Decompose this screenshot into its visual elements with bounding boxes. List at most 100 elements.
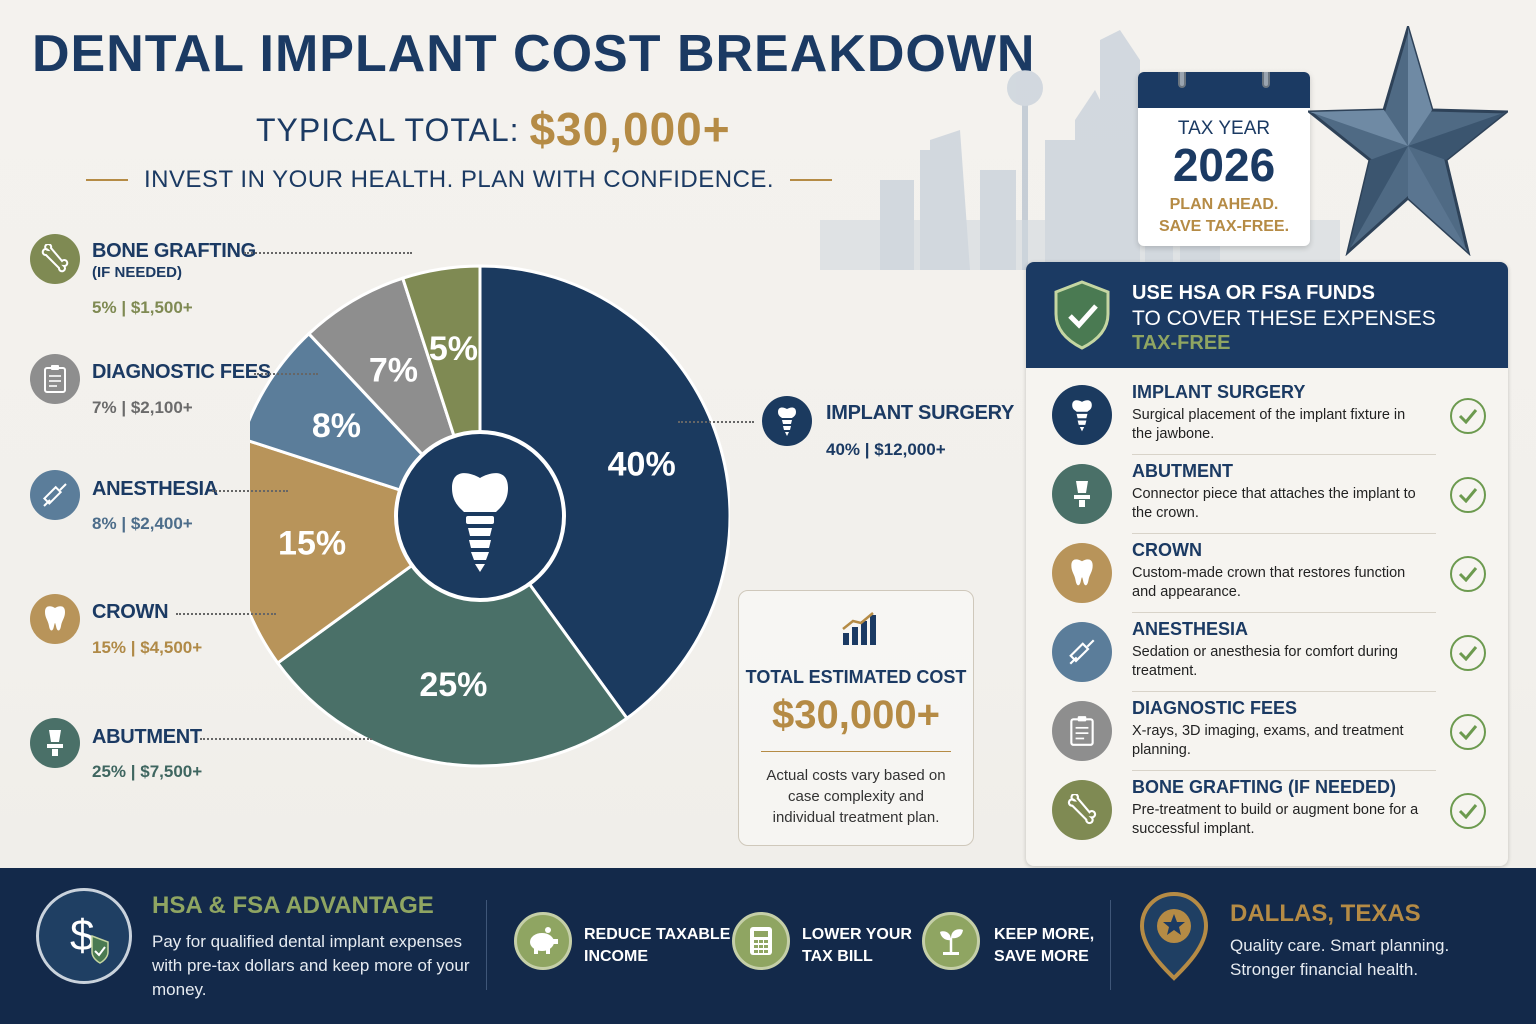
implant-icon <box>1052 385 1112 445</box>
leader-line <box>176 613 276 615</box>
legend-crown-name: CROWN <box>92 601 169 623</box>
row-divider <box>1132 770 1436 771</box>
syringe-icon <box>1052 622 1112 682</box>
abutment-icon <box>1052 464 1112 524</box>
item-description: Sedation or anesthesia for comfort durin… <box>1132 644 1398 679</box>
check-icon <box>1450 477 1486 513</box>
pie-slice-implant-surgery <box>478 264 730 721</box>
legend-anesthesia-value: 8% | $2,400+ <box>92 514 193 534</box>
item-description: X-rays, 3D imaging, exams, and treatment… <box>1132 723 1404 758</box>
list-item: IMPLANT SURGERY Surgical placement of th… <box>1026 376 1508 455</box>
bone-icon <box>1052 780 1112 840</box>
panel-header: USE HSA OR FSA FUNDS TO COVER THESE EXPE… <box>1026 262 1508 368</box>
bar-chart-icon <box>842 612 876 645</box>
legend-abutment-amount: $7,500+ <box>140 762 203 781</box>
total-cost-note: Actual costs vary based on case complexi… <box>766 767 946 826</box>
leader-line <box>254 373 318 375</box>
legend-separator: | <box>130 638 136 657</box>
pie-value-label: 15% <box>278 525 346 563</box>
plant-sprout-icon <box>922 912 980 970</box>
pie-value-label: 25% <box>419 666 487 704</box>
pie-value-label: 40% <box>608 445 676 483</box>
dollar-shield-icon: $ <box>36 888 132 984</box>
legend-diagnostic-amount: $2,100+ <box>130 398 193 417</box>
row-divider <box>1132 533 1436 534</box>
legend-anesthesia-pct: 8% <box>92 514 117 533</box>
check-icon <box>1450 635 1486 671</box>
bone-icon <box>30 234 80 284</box>
benefit-line: TAX BILL <box>802 948 873 965</box>
legend-crown-pct: 15% <box>92 638 127 657</box>
legend-diagnostic-name: DIAGNOSTIC FEES <box>92 361 271 383</box>
tooth-icon <box>30 594 80 644</box>
legend-crown-value: 15% | $4,500+ <box>92 638 202 658</box>
legend-bone-value: 5% | $1,500+ <box>92 298 193 318</box>
benefit-lower-tax: LOWER YOUR TAX BILL <box>802 924 912 968</box>
pie-slice-crown <box>250 439 484 666</box>
check-icon <box>1450 714 1486 750</box>
benefit-line: SAVE MORE <box>994 948 1089 965</box>
item-name: ANESTHESIA <box>1132 619 1249 639</box>
legend-abutment-pct: 25% <box>92 762 127 781</box>
list-item: DIAGNOSTIC FEES X-rays, 3D imaging, exam… <box>1026 692 1508 771</box>
calendar-ring-icon <box>1178 72 1186 88</box>
list-item: ANESTHESIA Sedation or anesthesia for co… <box>1026 613 1508 692</box>
calendar-header <box>1138 72 1310 108</box>
legend-bone-sub: (IF NEEDED) <box>92 264 182 281</box>
item-name: CROWN <box>1132 540 1202 560</box>
leader-line <box>200 738 372 740</box>
legend-abutment-name: ABUTMENT <box>92 726 202 748</box>
legend-implant-value: 40% | $12,000+ <box>826 440 946 460</box>
tax-year-calendar: TAX YEAR 2026 PLAN AHEAD. SAVE TAX-FREE. <box>1138 72 1310 246</box>
item-name: IMPLANT SURGERY <box>1132 382 1306 402</box>
check-icon <box>1450 556 1486 592</box>
tagline-rule-right <box>790 179 833 181</box>
legend-anesthesia-name: ANESTHESIA <box>92 478 218 500</box>
benefit-keep-more: KEEP MORE, SAVE MORE <box>994 924 1094 968</box>
benefit-line: KEEP MORE, <box>994 926 1095 943</box>
total-cost-label: TOTAL ESTIMATED COST <box>745 667 967 687</box>
svg-text:$: $ <box>70 911 94 960</box>
legend-diagnostic-pct: 7% <box>92 398 117 417</box>
typical-total-amount: $30,000+ <box>529 103 731 155</box>
tagline-rule-left <box>86 179 128 181</box>
list-item: CROWN Custom-made crown that restores fu… <box>1026 534 1508 613</box>
panel-heading-line1: USE HSA OR FSA FUNDS <box>1132 282 1375 304</box>
implant-icon <box>762 396 812 446</box>
location-pin-icon <box>1139 891 1209 981</box>
pie-slice-abutment <box>275 513 630 768</box>
pie-value-label: 7% <box>369 352 418 390</box>
calendar-note-line1: PLAN AHEAD. <box>1169 196 1279 213</box>
legend-separator: | <box>121 398 127 417</box>
benefit-line: INCOME <box>584 948 648 965</box>
pie-value-label: 5% <box>429 330 478 368</box>
shield-check-icon <box>1054 280 1110 350</box>
item-name: BONE GRAFTING (IF NEEDED) <box>1132 777 1396 797</box>
legend-bone-amount: $1,500+ <box>130 298 193 317</box>
total-cost-amount: $30,000+ <box>772 693 940 737</box>
legend-separator: | <box>130 762 136 781</box>
tagline-text: INVEST IN YOUR HEALTH. PLAN WITH CONFIDE… <box>144 166 775 193</box>
item-name: ABUTMENT <box>1132 461 1233 481</box>
texas-star-icon <box>1308 26 1508 256</box>
calendar-note-line2: SAVE TAX-FREE. <box>1158 218 1290 235</box>
benefit-line: LOWER YOUR <box>802 926 912 943</box>
calendar-label: TAX YEAR <box>1177 118 1271 139</box>
row-divider <box>1132 691 1436 692</box>
legend-separator: | <box>121 298 127 317</box>
leader-line <box>678 421 754 423</box>
item-description: Surgical placement of the implant fixtur… <box>1132 407 1406 442</box>
advantage-title: HSA & FSA ADVANTAGE <box>152 892 434 919</box>
calendar-ring-icon <box>1262 72 1270 88</box>
leader-line <box>244 252 412 254</box>
item-description: Connector piece that attaches the implan… <box>1132 486 1416 521</box>
legend-bone-pct: 5% <box>92 298 117 317</box>
legend-crown-amount: $4,500+ <box>140 638 203 657</box>
tagline: INVEST IN YOUR HEALTH. PLAN WITH CONFIDE… <box>86 166 833 194</box>
abutment-icon <box>30 718 80 768</box>
location-title: DALLAS, TEXAS <box>1230 900 1421 927</box>
row-divider <box>1132 612 1436 613</box>
benefit-reduce-income: REDUCE TAXABLE INCOME <box>584 924 730 968</box>
legend-anesthesia-amount: $2,400+ <box>130 514 193 533</box>
cost-pie-chart: 40% 25% 15% 8%7% 5% <box>250 264 730 768</box>
